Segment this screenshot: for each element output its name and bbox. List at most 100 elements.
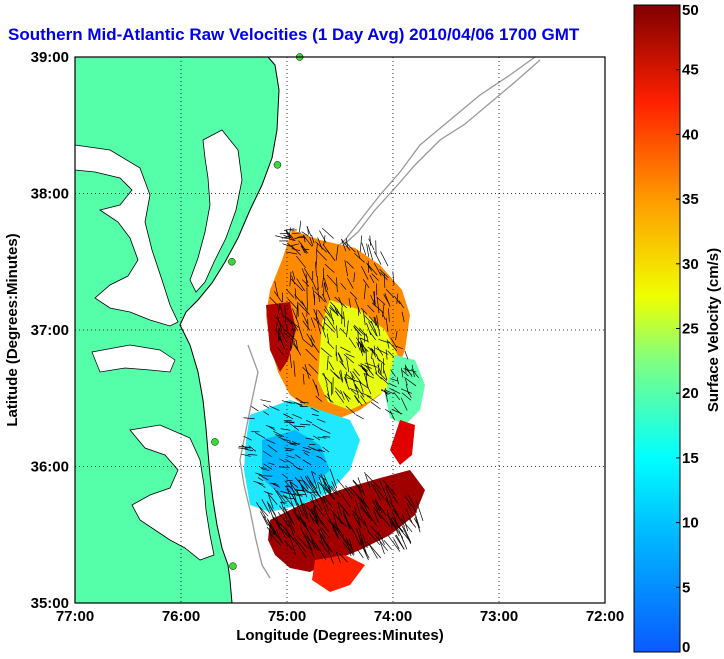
velocity-vector: [321, 227, 334, 239]
velocity-vector: [291, 333, 294, 349]
velocity-vector: [361, 265, 369, 280]
velocity-vector: [379, 268, 389, 279]
velocity-vector: [282, 494, 297, 511]
velocity-vector: [274, 517, 281, 530]
velocity-vector: [388, 340, 398, 352]
velocity-vector: [384, 498, 392, 509]
velocity-vector: [306, 475, 317, 490]
velocity-vector: [273, 290, 283, 303]
velocity-vector: [289, 422, 300, 431]
velocity-vector: [401, 392, 412, 401]
velocity-vector: [266, 501, 275, 520]
velocity-vector: [389, 501, 399, 516]
velocity-vector: [365, 474, 382, 490]
velocity-vector: [310, 499, 324, 516]
velocity-vector: [382, 303, 385, 318]
velocity-vector: [360, 340, 364, 352]
velocity-vector: [286, 479, 293, 482]
velocity-vector: [385, 349, 388, 360]
velocity-vector: [374, 498, 383, 513]
velocity-vector: [253, 480, 264, 485]
velocity-vector: [387, 535, 401, 552]
velocity-vector: [278, 327, 288, 343]
velocity-vector: [390, 378, 398, 382]
velocity-vector: [285, 458, 294, 465]
velocity-vector: [335, 244, 339, 261]
velocity-vector: [241, 453, 251, 457]
velocity-vector: [415, 500, 424, 521]
velocity-vector: [403, 526, 412, 543]
velocity-vector: [386, 339, 390, 349]
velocity-vector: [356, 548, 364, 559]
velocity-vector: [379, 505, 387, 516]
velocity-vector: [362, 279, 370, 288]
velocity-vector: [301, 231, 309, 237]
velocity-vector: [265, 425, 275, 429]
velocity-vector: [363, 367, 369, 377]
velocity-vector: [348, 297, 352, 308]
velocity-vector: [268, 425, 276, 431]
velocity-vector: [354, 253, 365, 263]
velocity-vector: [353, 368, 360, 376]
velocity-vector: [317, 482, 321, 494]
velocity-vector: [298, 479, 304, 492]
velocity-vector: [317, 237, 323, 250]
velocity-vector: [358, 381, 368, 389]
velocity-vector: [389, 388, 401, 394]
velocity-vector: [241, 444, 249, 450]
y-axis-label: Latitude (Degrees:Minutes): [4, 233, 21, 426]
velocity-vector: [293, 536, 307, 552]
velocity-vector: [398, 529, 404, 542]
velocity-vector: [300, 502, 307, 519]
velocity-vector: [359, 343, 362, 353]
x-tick-label: 76:00: [162, 608, 200, 625]
velocity-vector: [351, 375, 357, 389]
velocity-vector: [359, 235, 363, 252]
velocity-vector: [256, 502, 267, 519]
velocity-vector: [312, 414, 319, 417]
velocity-vector: [291, 321, 294, 332]
velocity-vector: [373, 506, 382, 520]
velocity-vector: [368, 316, 378, 327]
x-axis-label: Longitude (Degrees:Minutes): [236, 627, 444, 644]
velocity-vector: [396, 524, 410, 541]
colorbar: [633, 4, 681, 653]
velocity-vector: [313, 317, 326, 330]
velocity-vector: [361, 392, 372, 398]
y-tick-label: 39:00: [31, 49, 69, 66]
velocity-vector: [287, 512, 294, 523]
velocity-vector: [287, 441, 297, 445]
y-tick-label: 38:00: [31, 186, 69, 203]
velocity-vector: [291, 248, 301, 252]
velocity-vector: [365, 365, 374, 376]
velocity-vector: [298, 303, 310, 315]
velocity-vector: [294, 288, 297, 300]
velocity-vector: [260, 467, 267, 469]
velocity-patch-darkred-north: [266, 302, 296, 372]
velocity-vector: [308, 363, 319, 374]
velocity-vector: [321, 476, 332, 495]
velocity-vector: [400, 388, 412, 394]
colorbar-tick-label: 50: [682, 2, 699, 19]
velocity-vector: [302, 320, 311, 331]
velocity-vector: [313, 506, 319, 524]
velocity-vector: [309, 236, 314, 247]
velocity-vector: [298, 240, 308, 254]
velocity-vector: [291, 493, 303, 497]
velocity-vector: [327, 393, 332, 403]
velocity-vector: [391, 409, 403, 415]
velocity-vector: [384, 293, 391, 307]
velocity-vector: [378, 339, 390, 344]
station-marker: [273, 161, 282, 169]
velocity-vector: [266, 492, 278, 505]
velocity-vector: [325, 316, 336, 330]
velocity-vector: [376, 354, 380, 362]
velocity-vector: [385, 317, 389, 332]
velocity-vector: [401, 518, 413, 533]
velocity-vector: [318, 310, 326, 321]
velocity-vector: [401, 525, 412, 545]
velocity-vector: [297, 509, 305, 527]
velocity-vector: [387, 350, 395, 358]
velocity-vector: [396, 377, 399, 385]
